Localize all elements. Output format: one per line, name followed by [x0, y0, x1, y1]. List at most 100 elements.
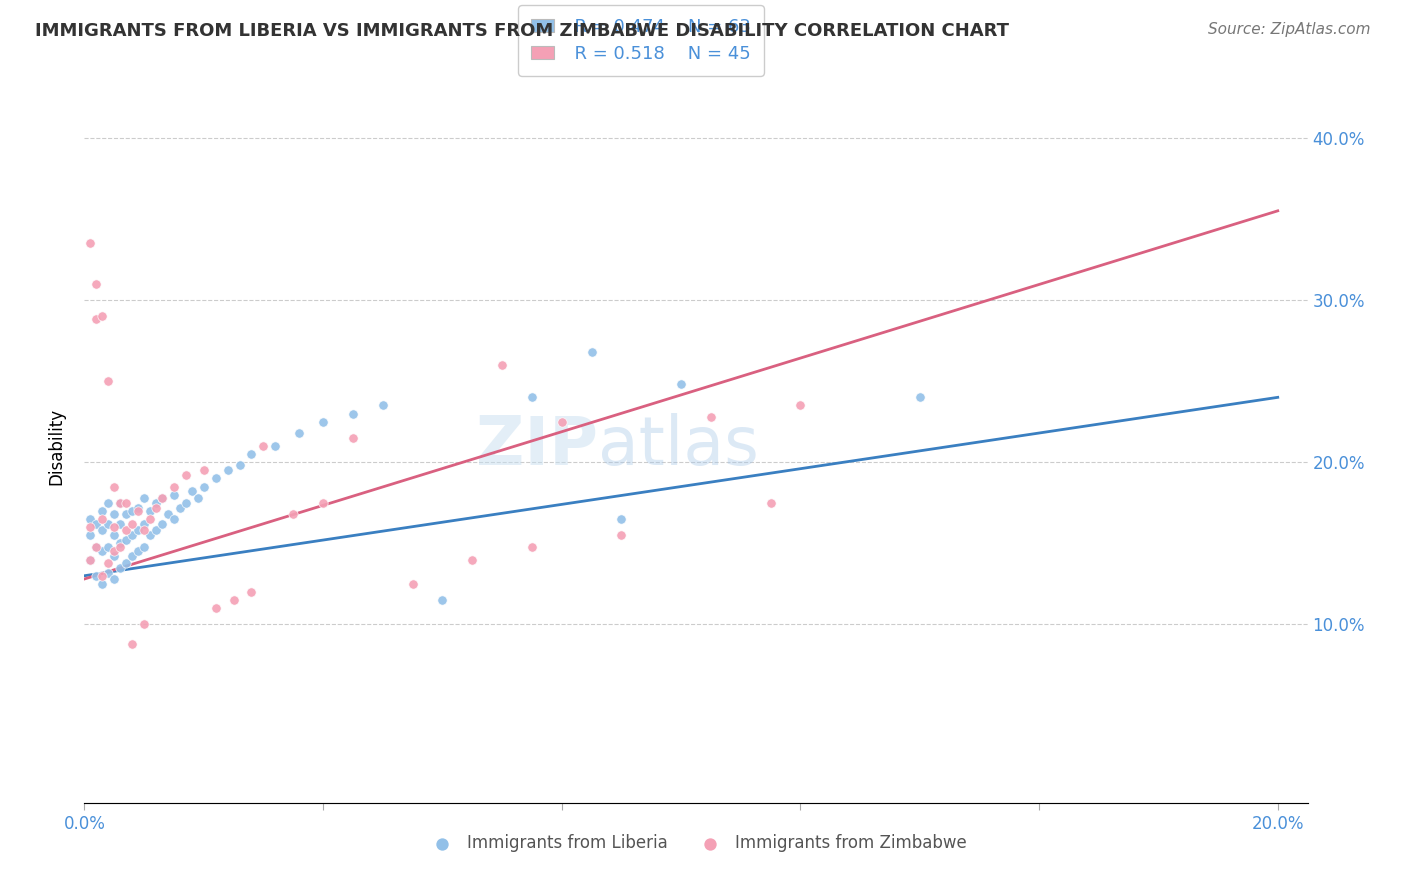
Point: [669, 377, 692, 392]
Point: [150, 491, 173, 505]
Y-axis label: Disability: Disability: [48, 408, 66, 484]
Point: [252, 439, 274, 453]
Point: [288, 425, 311, 440]
Point: [108, 516, 131, 531]
Point: [163, 512, 186, 526]
Point: [312, 415, 335, 429]
Point: [91, 568, 114, 582]
Point: [145, 524, 167, 538]
Point: [371, 399, 394, 413]
Point: [84, 540, 107, 554]
Point: [108, 496, 131, 510]
Point: [139, 528, 162, 542]
Point: [79, 552, 101, 566]
Point: [127, 500, 149, 515]
Point: [79, 512, 101, 526]
Point: [91, 577, 114, 591]
Point: [115, 496, 138, 510]
Point: [79, 236, 101, 251]
Text: Source: ZipAtlas.com: Source: ZipAtlas.com: [1208, 22, 1371, 37]
Point: [97, 516, 120, 531]
Point: [581, 345, 603, 359]
Point: [115, 524, 138, 538]
Point: [121, 504, 143, 518]
Text: ZIP: ZIP: [477, 413, 598, 479]
Point: [610, 528, 633, 542]
Point: [139, 512, 162, 526]
Point: [163, 479, 186, 493]
Point: [551, 415, 574, 429]
Point: [91, 524, 114, 538]
Legend: Immigrants from Liberia, Immigrants from Zimbabwe: Immigrants from Liberia, Immigrants from…: [419, 828, 973, 859]
Point: [103, 520, 125, 534]
Point: [700, 409, 723, 424]
Point: [79, 520, 101, 534]
Point: [174, 496, 197, 510]
Point: [163, 488, 186, 502]
Point: [432, 593, 454, 607]
Point: [342, 431, 364, 445]
Point: [180, 484, 202, 499]
Point: [193, 463, 215, 477]
Point: [139, 504, 162, 518]
Point: [127, 524, 149, 538]
Point: [461, 552, 484, 566]
Point: [108, 536, 131, 550]
Point: [97, 496, 120, 510]
Point: [121, 516, 143, 531]
Point: [520, 390, 543, 404]
Point: [115, 556, 138, 570]
Point: [127, 504, 149, 518]
Point: [108, 496, 131, 510]
Point: [150, 491, 173, 505]
Point: [222, 593, 245, 607]
Point: [908, 390, 931, 404]
Point: [520, 540, 543, 554]
Point: [169, 500, 191, 515]
Point: [121, 549, 143, 564]
Point: [103, 528, 125, 542]
Point: [145, 500, 167, 515]
Point: [283, 507, 305, 521]
Point: [204, 601, 226, 615]
Point: [115, 507, 138, 521]
Point: [264, 439, 287, 453]
Point: [97, 566, 120, 580]
Point: [132, 524, 155, 538]
Point: [91, 544, 114, 558]
Point: [97, 374, 120, 388]
Point: [342, 407, 364, 421]
Point: [610, 512, 633, 526]
Point: [108, 560, 131, 574]
Point: [121, 637, 143, 651]
Text: atlas: atlas: [598, 413, 759, 479]
Point: [84, 540, 107, 554]
Point: [132, 516, 155, 531]
Point: [240, 447, 263, 461]
Point: [84, 277, 107, 291]
Point: [127, 544, 149, 558]
Point: [79, 552, 101, 566]
Point: [156, 507, 179, 521]
Point: [401, 577, 423, 591]
Point: [193, 479, 215, 493]
Point: [84, 312, 107, 326]
Point: [132, 491, 155, 505]
Point: [204, 471, 226, 485]
Point: [228, 458, 250, 473]
Point: [132, 540, 155, 554]
Point: [103, 549, 125, 564]
Point: [97, 556, 120, 570]
Point: [759, 496, 782, 510]
Point: [91, 504, 114, 518]
Point: [108, 540, 131, 554]
Point: [103, 507, 125, 521]
Point: [91, 310, 114, 324]
Point: [103, 572, 125, 586]
Point: [789, 399, 811, 413]
Point: [150, 516, 173, 531]
Point: [103, 479, 125, 493]
Point: [312, 496, 335, 510]
Point: [174, 468, 197, 483]
Point: [132, 617, 155, 632]
